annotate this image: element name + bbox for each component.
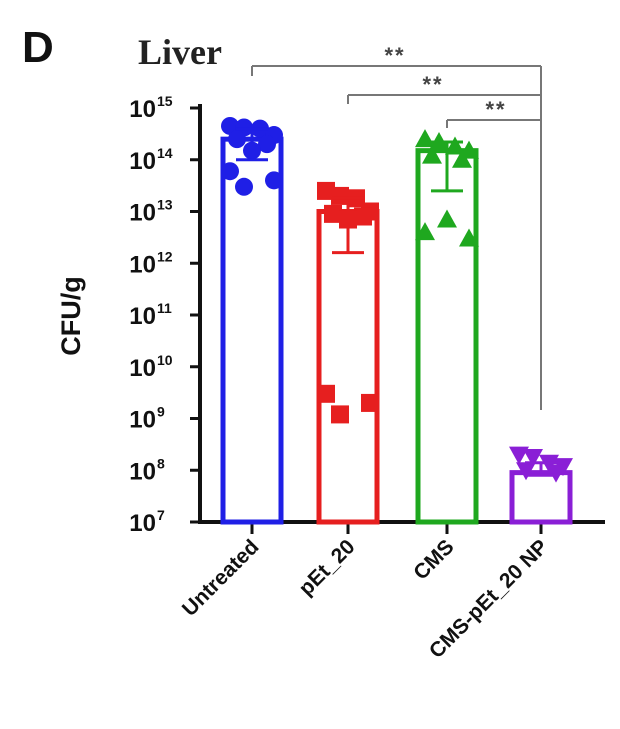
- significance-label: **: [422, 72, 443, 97]
- y-axis-label: CFU/g: [56, 276, 86, 355]
- data-point: [523, 449, 543, 468]
- data-point: [265, 171, 283, 190]
- y-tick-label: 10: [129, 355, 156, 382]
- significance-label: **: [485, 97, 506, 122]
- data-point: [415, 129, 435, 148]
- data-point: [228, 130, 246, 149]
- data-point: [324, 204, 342, 223]
- y-tick-exponent: 10: [157, 352, 173, 368]
- bar: [415, 148, 479, 525]
- y-tick-exponent: 8: [157, 455, 165, 471]
- category-label: pEt_20: [295, 535, 360, 600]
- data-point: [459, 228, 479, 247]
- data-point: [452, 149, 472, 168]
- y-tick-exponent: 9: [157, 404, 165, 420]
- y-tick-exponent: 13: [157, 197, 173, 213]
- data-point: [317, 384, 335, 403]
- y-tick-label: 10: [129, 303, 156, 330]
- data-point: [546, 464, 566, 483]
- significance-brackets: ** ** **: [251, 43, 542, 410]
- y-tick-label: 10: [129, 458, 156, 485]
- panel-label: D: [22, 23, 54, 72]
- y-tick-label: 10: [129, 251, 156, 278]
- y-tick-exponent: 12: [157, 248, 173, 264]
- data-point: [221, 116, 239, 135]
- data-point: [258, 135, 276, 154]
- category-label: CMS: [409, 535, 458, 584]
- axes: [198, 104, 605, 534]
- bar: [509, 470, 573, 525]
- y-tick-exponent: 15: [157, 93, 173, 109]
- y-tick-exponent: 11: [157, 300, 172, 316]
- y-tick-exponent: 7: [157, 507, 165, 523]
- data-point: [445, 136, 465, 155]
- data-point: [509, 446, 529, 465]
- data-point: [317, 181, 335, 200]
- data-point: [235, 177, 253, 196]
- bar: [316, 209, 380, 525]
- data-point: [437, 209, 457, 228]
- significance-label: **: [384, 43, 405, 68]
- data-points: [221, 116, 573, 483]
- bars: [220, 136, 573, 525]
- bar: [220, 136, 284, 525]
- error-bars: [236, 127, 557, 477]
- data-point: [221, 162, 239, 181]
- data-point: [331, 186, 349, 205]
- data-point: [422, 145, 442, 164]
- y-tick-label: 10: [129, 96, 156, 123]
- data-point: [354, 207, 372, 226]
- chart-title: Liver: [138, 32, 222, 72]
- y-tick-label: 10: [129, 407, 156, 434]
- y-tick-label: 10: [129, 510, 156, 537]
- y-tick-label: 10: [129, 148, 156, 175]
- data-point: [331, 405, 349, 424]
- y-tick-exponent: 14: [157, 145, 173, 161]
- category-label: Untreated: [178, 535, 264, 621]
- data-point: [516, 462, 536, 481]
- data-point: [361, 393, 379, 412]
- data-point: [415, 222, 435, 241]
- y-tick-label: 10: [129, 200, 156, 227]
